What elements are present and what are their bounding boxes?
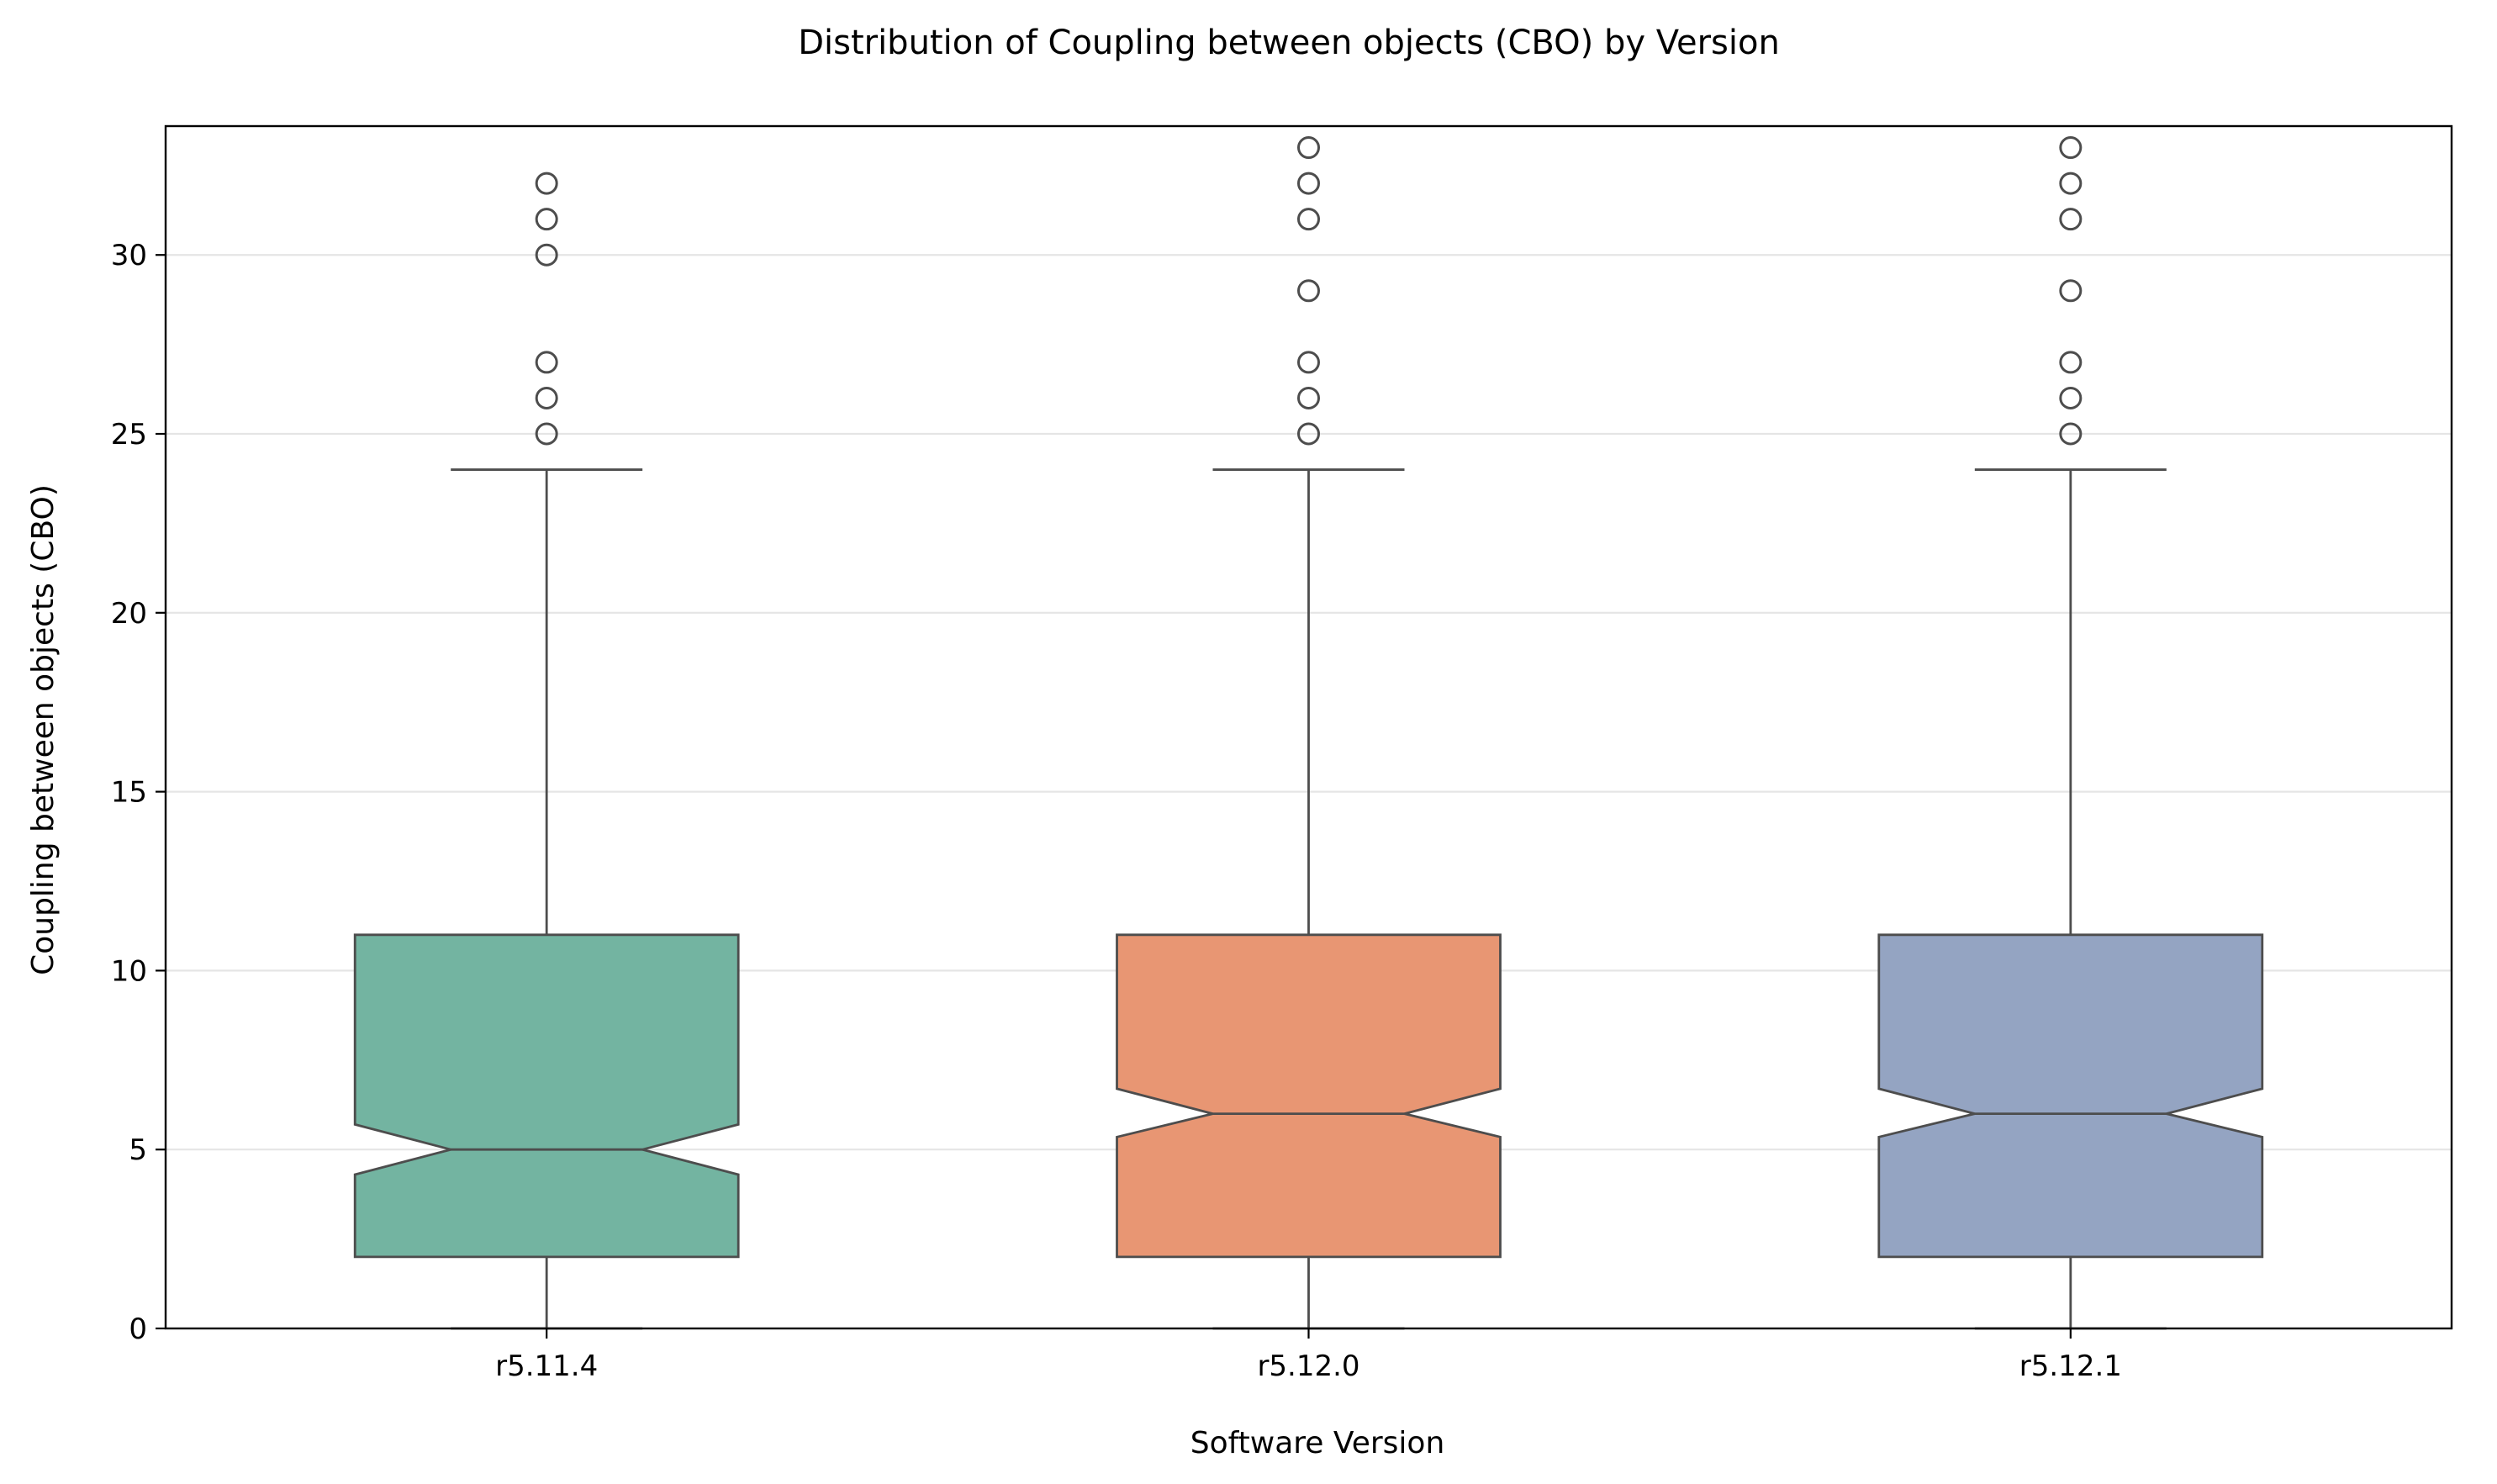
x-axis-label: Software Version (1190, 1426, 1445, 1460)
outlier-point (535, 422, 558, 446)
outlier-point (1297, 386, 1320, 409)
y-tick-label: 15 (111, 776, 147, 810)
y-tick-label: 30 (111, 239, 147, 272)
x-tick-label-r5.11.4: r5.11.4 (495, 1349, 598, 1383)
outlier-point (2059, 386, 2083, 409)
outlier-point (535, 351, 558, 374)
y-tick-label: 10 (111, 954, 147, 988)
outlier-point (2059, 351, 2083, 374)
notched-box (353, 933, 740, 1259)
x-tick-label-r5.12.1: r5.12.1 (2019, 1349, 2122, 1383)
y-tick-label: 25 (111, 418, 147, 452)
box-r5.11.4 (353, 468, 740, 1330)
outlier-point (2059, 172, 2083, 195)
outliers (535, 136, 2083, 446)
outlier-point (535, 243, 558, 267)
outlier-point (1297, 351, 1320, 374)
outlier-point (2059, 422, 2083, 446)
y-tick-label: 20 (111, 597, 147, 631)
notched-box (1116, 933, 1502, 1259)
y-tick-label: 5 (129, 1133, 147, 1167)
outlier-point (535, 386, 558, 409)
chart-title: Distribution of Coupling between objects… (798, 24, 1780, 62)
outlier-point (1297, 136, 1320, 160)
outlier-point (2059, 208, 2083, 231)
y-tick-label: 0 (129, 1312, 147, 1346)
outlier-point (1297, 422, 1320, 446)
y-axis-label: Coupling between objects (CBO) (26, 484, 61, 975)
outlier-point (1297, 172, 1320, 195)
outlier-point (1297, 208, 1320, 231)
outlier-point (535, 172, 558, 195)
outlier-point (535, 208, 558, 231)
outlier-point (2059, 136, 2083, 160)
x-tick-label-r5.12.0: r5.12.0 (1257, 1349, 1359, 1383)
outlier-point (2059, 279, 2083, 303)
y-axis-ticks: 0 5 10 15 20 25 30 (111, 239, 166, 1346)
outlier-point (1297, 279, 1320, 303)
notched-box (1877, 933, 2264, 1259)
x-axis-ticks: r5.11.4 r5.12.0 r5.12.1 (495, 1328, 2122, 1383)
boxes (353, 468, 2264, 1330)
